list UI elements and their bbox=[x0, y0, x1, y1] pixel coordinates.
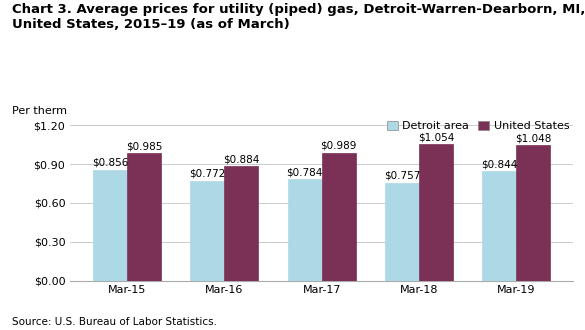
Bar bbox=[419, 144, 453, 280]
Bar bbox=[93, 170, 127, 280]
Bar bbox=[385, 183, 419, 280]
Text: Source: U.S. Bureau of Labor Statistics.: Source: U.S. Bureau of Labor Statistics. bbox=[12, 317, 216, 327]
Bar bbox=[322, 153, 356, 280]
Text: $0.884: $0.884 bbox=[223, 154, 260, 164]
Text: $0.856: $0.856 bbox=[92, 158, 128, 168]
Bar bbox=[517, 145, 550, 280]
Bar bbox=[225, 166, 259, 280]
Text: $1.048: $1.048 bbox=[515, 133, 552, 143]
Text: $0.985: $0.985 bbox=[126, 141, 163, 151]
Bar bbox=[127, 153, 161, 280]
Text: $0.784: $0.784 bbox=[287, 167, 323, 177]
Legend: Detroit area, United States: Detroit area, United States bbox=[382, 116, 574, 135]
Text: Per therm: Per therm bbox=[12, 106, 67, 116]
Text: $1.054: $1.054 bbox=[418, 132, 455, 142]
Bar bbox=[288, 179, 322, 280]
Text: Chart 3. Average prices for utility (piped) gas, Detroit-Warren-Dearborn, MI, an: Chart 3. Average prices for utility (pip… bbox=[12, 3, 585, 31]
Text: $0.844: $0.844 bbox=[481, 159, 518, 170]
Text: $0.989: $0.989 bbox=[321, 141, 357, 151]
Text: $0.772: $0.772 bbox=[189, 169, 226, 179]
Bar bbox=[482, 171, 517, 280]
Text: $0.757: $0.757 bbox=[384, 171, 420, 181]
Bar bbox=[190, 181, 225, 280]
